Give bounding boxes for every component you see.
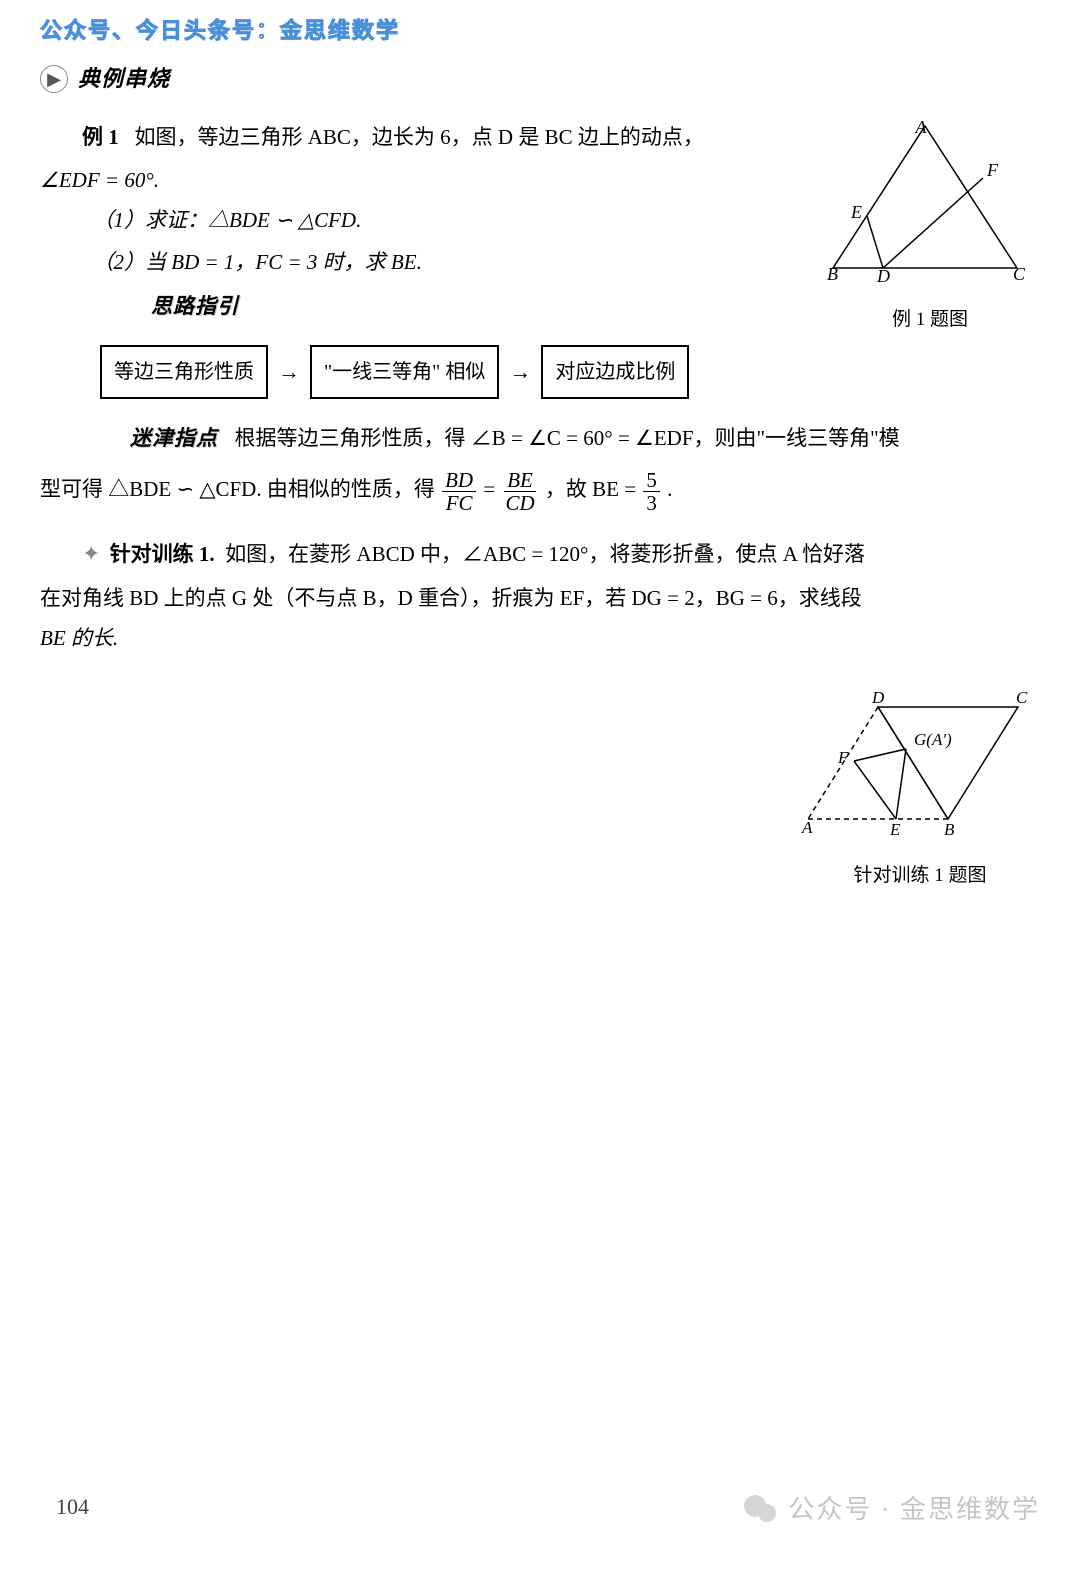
svg-text:E: E <box>889 820 901 839</box>
svg-text:C: C <box>1013 264 1026 283</box>
ex1-stem: 例 1 如图，等边三角形 ABC，边长为 6，点 D 是 BC 边上的动点， <box>40 118 806 158</box>
flow-box-3: 对应边成比例 <box>541 345 689 399</box>
wechat-icon <box>742 1491 778 1527</box>
section-header: ▶ 典例串烧 <box>40 58 1040 100</box>
header-outline: 公众号、今日头条号：金思维数学 <box>40 10 1040 52</box>
footer-watermark: 公众号 · 金思维数学 <box>742 1485 1040 1534</box>
svg-text:B: B <box>944 820 955 839</box>
train1-line3: BE 的长. <box>40 619 1040 659</box>
flow-box-1: 等边三角形性质 <box>100 345 268 399</box>
svg-text:F: F <box>837 748 849 767</box>
svg-text:B: B <box>827 264 838 283</box>
hint-label: 思路指引 <box>40 285 806 329</box>
ex1-fig-caption: 例 1 题图 <box>820 302 1040 338</box>
lesson-label: 迷津指点 <box>82 417 224 461</box>
train1-figure: A B E D C F G(A′) <box>800 689 1040 839</box>
section-title: 典例串烧 <box>78 58 170 100</box>
lesson-line2: 型可得 △BDE ∽ △CFD. 由相似的性质，得 BDFC = BECD ，故… <box>40 464 1040 514</box>
svg-text:D: D <box>876 266 890 283</box>
ex1-figure: A B C D E F <box>825 118 1035 283</box>
svg-text:G(A′): G(A′) <box>914 730 952 749</box>
fraction: BECD <box>502 469 537 514</box>
lesson-line1: 迷津指点 根据等边三角形性质，得 ∠B = ∠C = 60° = ∠EDF，则由… <box>40 417 1040 461</box>
ex1-q1: （1）求证：△BDE ∽ △CFD. <box>40 201 806 241</box>
train1-line1: ✦ 针对训练 1. 如图，在菱形 ABCD 中，∠ABC = 120°，将菱形折… <box>40 533 1040 575</box>
fraction: BDFC <box>442 469 476 514</box>
fraction: 53 <box>643 469 660 514</box>
svg-text:C: C <box>1016 689 1028 707</box>
hint-flow: 等边三角形性质 → "一线三等角" 相似 → 对应边成比例 <box>100 345 1040 399</box>
flow-box-2: "一线三等角" 相似 <box>310 345 499 399</box>
ex1-q2: （2）当 BD = 1，FC = 3 时，求 BE. <box>40 243 806 283</box>
arrow-icon: → <box>509 351 531 393</box>
train1-fig-caption: 针对训练 1 题图 <box>800 858 1040 894</box>
ex1-label: 例 1 <box>82 125 119 149</box>
train1-label: 针对训练 1. <box>110 542 215 566</box>
page-number: 104 <box>56 1486 89 1528</box>
arrow-icon: → <box>278 351 300 393</box>
star-icon: ✦ <box>82 541 100 566</box>
ex1-stem2: ∠EDF = 60°. <box>40 161 806 201</box>
svg-text:D: D <box>871 689 885 707</box>
svg-text:A: A <box>801 818 813 837</box>
footer-text: 公众号 · 金思维数学 <box>788 1485 1040 1534</box>
play-icon: ▶ <box>40 65 68 93</box>
train1-line2: 在对角线 BD 上的点 G 处（不与点 B，D 重合），折痕为 EF，若 DG … <box>40 579 1040 619</box>
svg-text:A: A <box>915 118 928 137</box>
svg-text:F: F <box>986 160 999 180</box>
svg-text:E: E <box>850 202 862 222</box>
